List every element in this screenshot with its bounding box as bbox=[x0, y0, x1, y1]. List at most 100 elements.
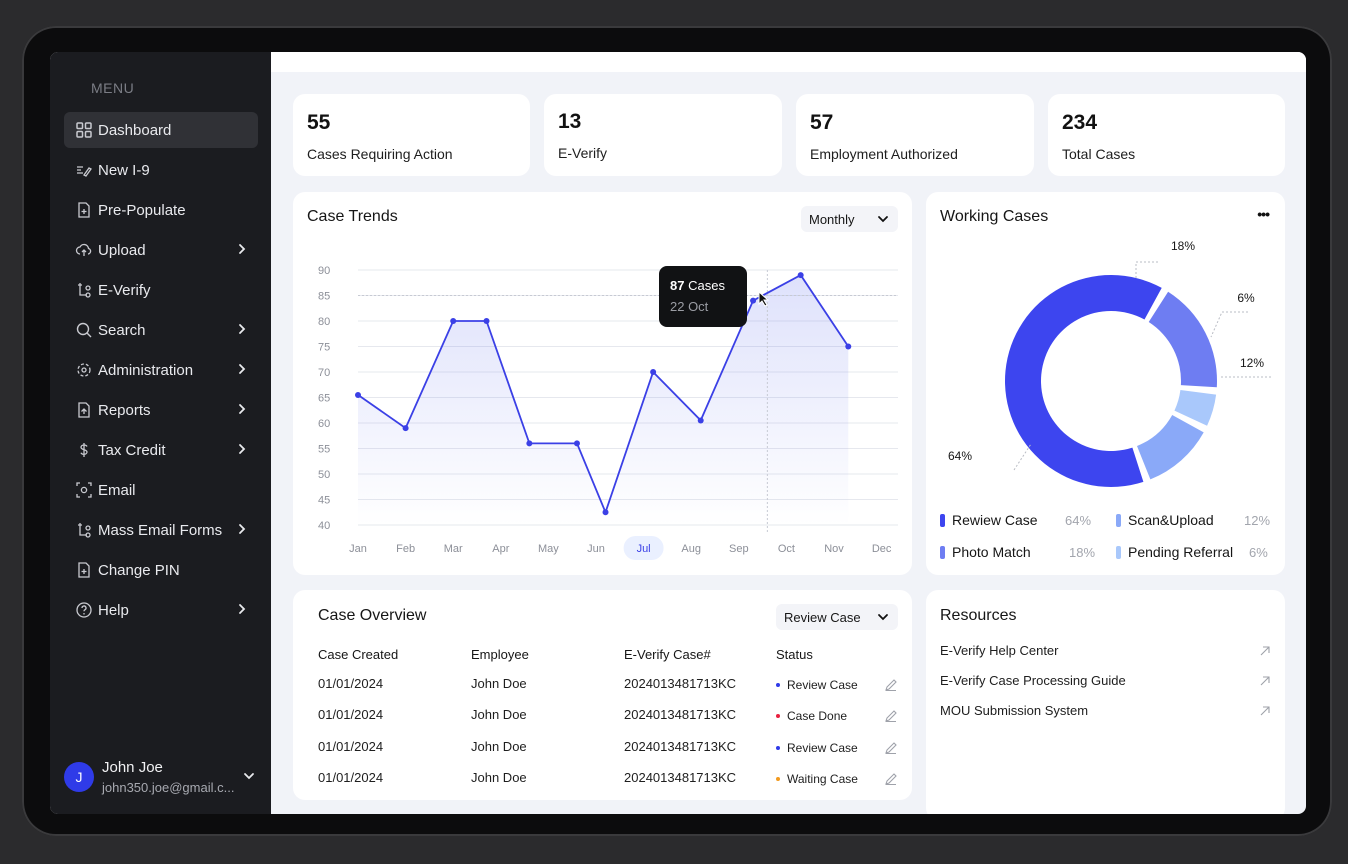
case-created-cell: 01/01/2024 bbox=[318, 676, 384, 691]
edit-icon[interactable] bbox=[884, 772, 898, 786]
chevron-down-icon bbox=[878, 614, 888, 621]
case-overview-card: Case Overview Review Case Case Created Em… bbox=[293, 590, 912, 800]
slice-label: 64% bbox=[948, 449, 972, 463]
sidebar-item-label: Administration bbox=[98, 361, 194, 379]
chevron-down-icon bbox=[878, 216, 888, 223]
status-label: Review Case bbox=[787, 678, 858, 692]
dollar-icon bbox=[80, 443, 88, 457]
sidebar-item-new-i-9[interactable]: New I-9 bbox=[64, 152, 258, 188]
sidebar-item-change-pin[interactable]: Change PIN bbox=[64, 552, 258, 588]
slice-label: 6% bbox=[1237, 291, 1255, 305]
main-content: 55 Cases Requiring Action 13 E-Verify 57… bbox=[271, 52, 1306, 814]
legend-percent: 64% bbox=[1065, 513, 1092, 528]
y-tick-label: 65 bbox=[318, 393, 330, 405]
legend-item: Photo Match bbox=[940, 544, 1031, 560]
x-tick-label: Sep bbox=[729, 543, 749, 555]
legend-label: Pending Referral bbox=[1128, 544, 1234, 560]
legend-item: Scan&Upload bbox=[1116, 512, 1214, 528]
sidebar-item-e-verify[interactable]: E-Verify bbox=[64, 272, 258, 308]
chevron-right-icon bbox=[239, 244, 246, 254]
top-bar bbox=[271, 52, 1306, 72]
employee-cell: John Doe bbox=[471, 676, 527, 691]
stat-label: Total Cases bbox=[1062, 146, 1136, 162]
sidebar-item-label: Change PIN bbox=[98, 561, 180, 579]
stat-label: E-Verify bbox=[558, 145, 608, 161]
x-tick-label: Jun bbox=[587, 543, 605, 555]
stat-card-e-verify[interactable]: 13 E-Verify bbox=[544, 94, 782, 176]
donut-slice bbox=[1148, 291, 1217, 388]
external-link-icon bbox=[1260, 706, 1270, 716]
sidebar-item-reports[interactable]: Reports bbox=[64, 392, 258, 428]
status-dot bbox=[776, 776, 780, 781]
sidebar-item-label: Tax Credit bbox=[98, 441, 166, 459]
stat-card-total-cases[interactable]: 234 Total Cases bbox=[1048, 94, 1285, 176]
edit-icon[interactable] bbox=[884, 709, 898, 723]
sidebar-item-mass-email-forms[interactable]: Mass Email Forms bbox=[64, 512, 258, 548]
sidebar-item-administration[interactable]: Administration bbox=[64, 352, 258, 388]
working-cases-card: Working Cases ••• 64% 18% 6% 12% Rewiew Cas… bbox=[926, 192, 1285, 575]
sidebar-item-label: Pre-Populate bbox=[98, 201, 186, 219]
external-link-icon bbox=[1260, 646, 1270, 656]
sidebar-item-upload[interactable]: Upload bbox=[64, 232, 258, 268]
sidebar-item-pre-populate[interactable]: Pre-Populate bbox=[64, 192, 258, 228]
y-tick-label: 50 bbox=[318, 469, 330, 481]
user-profile[interactable]: J John Joe john350.joe@gmail.c... bbox=[64, 754, 260, 800]
legend-percent: 18% bbox=[1069, 545, 1096, 560]
label-leader-line bbox=[1210, 311, 1248, 338]
sidebar-item-email[interactable]: Email bbox=[64, 472, 258, 508]
status-filter-value: Review Case bbox=[784, 609, 861, 625]
chevron-right-icon bbox=[239, 324, 246, 334]
sidebar-item-tax-credit[interactable]: Tax Credit bbox=[64, 432, 258, 468]
search-icon bbox=[76, 322, 92, 338]
legend-swatch bbox=[940, 545, 945, 559]
sidebar-item-search[interactable]: Search bbox=[64, 312, 258, 348]
user-email: john350.joe@gmail.c... bbox=[102, 780, 235, 795]
sidebar-item-label: Mass Email Forms bbox=[98, 521, 223, 539]
data-point bbox=[450, 318, 457, 324]
status-dot bbox=[776, 745, 780, 750]
stat-value: 234 bbox=[1062, 111, 1098, 134]
stat-card-cases-requiring-action[interactable]: 55 Cases Requiring Action bbox=[293, 94, 530, 176]
period-dropdown[interactable]: Monthly bbox=[801, 206, 898, 232]
column-header[interactable]: Status bbox=[776, 647, 813, 662]
sidebar: MENU Dashboard New I-9 Pre-Populate Upload E… bbox=[50, 52, 271, 814]
sidebar-item-dashboard[interactable]: Dashboard bbox=[64, 112, 258, 148]
y-tick-label: 55 bbox=[318, 444, 330, 456]
stat-label: Cases Requiring Action bbox=[307, 146, 453, 162]
document-plus-icon bbox=[78, 202, 90, 218]
sidebar-item-label: Email bbox=[98, 481, 136, 499]
chevron-down-icon[interactable] bbox=[242, 769, 256, 783]
stat-card-employment-authorized[interactable]: 57 Employment Authorized bbox=[796, 94, 1034, 176]
data-point bbox=[697, 417, 704, 424]
y-tick-label: 45 bbox=[318, 495, 330, 507]
column-header[interactable]: E-Verify Case# bbox=[624, 647, 711, 662]
y-tick-label: 80 bbox=[318, 316, 330, 328]
case-trends-chart: 40 45 50 55 60 65 70 75 80 85 90 Jan Feb Mar Apr May Jun… bbox=[318, 265, 898, 560]
edit-icon[interactable] bbox=[884, 741, 898, 755]
column-header[interactable]: Case Created bbox=[318, 647, 399, 662]
data-point bbox=[602, 509, 609, 516]
y-tick-label: 90 bbox=[318, 265, 330, 277]
stat-value: 55 bbox=[307, 111, 331, 134]
sidebar-item-help[interactable]: Help bbox=[64, 592, 258, 628]
data-point bbox=[650, 369, 657, 375]
avatar: J bbox=[64, 762, 94, 792]
admin-icon bbox=[77, 363, 91, 377]
y-tick-label: 70 bbox=[318, 367, 330, 379]
legend-percent: 6% bbox=[1249, 545, 1268, 560]
edit-icon[interactable] bbox=[884, 678, 898, 692]
reports-icon bbox=[78, 402, 90, 418]
data-point bbox=[750, 297, 757, 304]
email-icon bbox=[76, 482, 92, 498]
tooltip-unit: Cases bbox=[688, 278, 725, 293]
status-filter-dropdown[interactable]: Review Case bbox=[776, 604, 898, 630]
case-created-cell: 01/01/2024 bbox=[318, 738, 384, 754]
chevron-right-icon bbox=[239, 404, 246, 414]
status-dot bbox=[776, 714, 780, 719]
employee-cell: John Doe bbox=[471, 707, 527, 723]
column-header[interactable]: Employee bbox=[471, 647, 529, 662]
more-options-icon[interactable]: ••• bbox=[1257, 206, 1270, 222]
y-tick-label: 60 bbox=[318, 418, 330, 430]
sidebar-item-label: Upload bbox=[98, 241, 146, 259]
x-tick-label: Feb bbox=[396, 543, 415, 555]
